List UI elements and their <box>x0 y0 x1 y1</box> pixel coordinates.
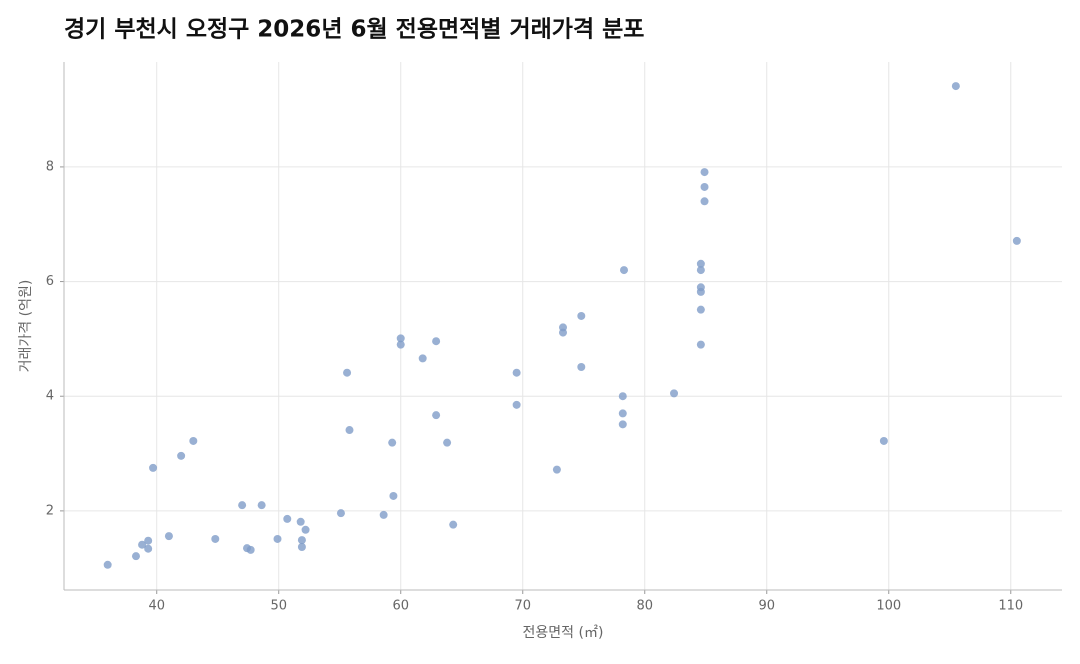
point <box>144 544 153 553</box>
point <box>396 334 405 343</box>
point <box>696 305 705 314</box>
point <box>296 517 305 526</box>
point <box>343 368 352 377</box>
y-tick-label: 6 <box>46 274 54 289</box>
x-tick-label: 110 <box>998 599 1023 614</box>
x-tick-label: 80 <box>636 599 653 614</box>
point <box>164 532 173 541</box>
y-tick-label: 8 <box>46 159 54 174</box>
point <box>696 266 705 275</box>
x-axis-label: 전용면적 (㎡) <box>523 625 604 641</box>
x-tick-label: 90 <box>758 599 775 614</box>
point <box>336 509 345 518</box>
point <box>138 540 147 549</box>
point <box>1012 236 1021 245</box>
point <box>700 197 709 206</box>
y-tick-label: 2 <box>46 503 54 518</box>
point <box>238 501 247 510</box>
point <box>418 354 427 363</box>
point <box>396 340 405 349</box>
point <box>559 328 567 337</box>
point <box>211 534 220 543</box>
point <box>512 368 521 377</box>
point <box>443 438 452 447</box>
point <box>618 409 627 418</box>
point <box>103 560 112 569</box>
y-axis-label: 거래가격 (억원) <box>18 280 34 373</box>
point <box>618 420 627 429</box>
point <box>432 337 441 346</box>
point <box>189 436 198 445</box>
point <box>379 510 388 519</box>
point <box>552 465 561 474</box>
point <box>696 259 705 268</box>
point <box>577 311 586 320</box>
x-tick-label: 60 <box>392 599 409 614</box>
x-tick-label: 40 <box>148 599 165 614</box>
point <box>283 514 292 523</box>
point <box>618 392 627 401</box>
point <box>345 426 354 435</box>
x-tick-label: 70 <box>514 599 531 614</box>
point <box>696 287 705 296</box>
point <box>273 534 282 543</box>
chart-title: 경기 부천시 오정구 2026년 6월 전용면적별 거래가격 분포 <box>64 17 644 43</box>
point <box>432 411 441 420</box>
point <box>700 182 709 191</box>
point <box>297 543 306 552</box>
x-tick-label: 50 <box>270 599 287 614</box>
point <box>389 491 398 500</box>
point <box>700 168 709 177</box>
point <box>177 451 186 460</box>
y-tick-label: 4 <box>46 389 54 404</box>
point <box>577 362 586 371</box>
point <box>301 525 310 534</box>
point <box>246 545 255 554</box>
point <box>144 536 153 545</box>
point <box>879 436 888 445</box>
point <box>257 501 266 510</box>
point <box>951 82 960 91</box>
x-tick-label: 100 <box>876 599 901 614</box>
point <box>388 438 397 447</box>
point <box>149 463 158 472</box>
point <box>297 536 306 545</box>
point <box>449 520 458 529</box>
point <box>670 389 679 398</box>
point <box>620 266 629 275</box>
point <box>512 400 521 409</box>
point <box>696 340 705 349</box>
point <box>131 552 140 561</box>
